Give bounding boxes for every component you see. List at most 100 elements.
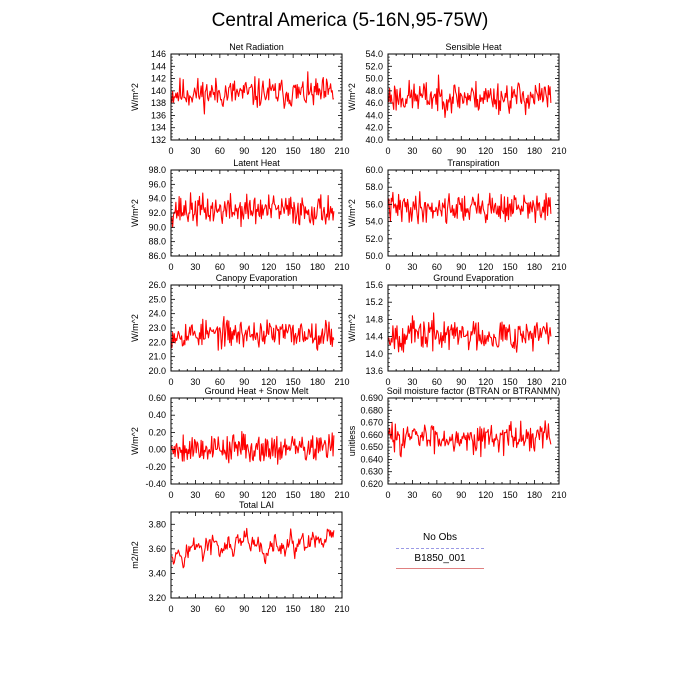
- y-tick-label: 134: [151, 123, 166, 133]
- x-tick-label: 180: [310, 146, 325, 156]
- x-tick-label: 180: [310, 262, 325, 272]
- y-tick-label: 138: [151, 98, 166, 108]
- series-line-total-lai: [171, 527, 335, 569]
- y-tick-label: 50.0: [365, 74, 383, 84]
- y-tick-label: 54.0: [365, 49, 383, 59]
- panel-soil-moisture-factor-btran-or-btranmn: 0 30 60 90 120 150 180 210 0.620 0.630 0.640 0.650 0…: [347, 386, 567, 500]
- panel-transpiration: 0 30 60 90 120 150 180 210 50.0 52.0 54.0 56.0 58.0 6…: [347, 158, 567, 272]
- x-tick-label: 30: [407, 146, 417, 156]
- y-tick-label: 86.0: [148, 251, 166, 261]
- x-tick-label: 150: [286, 146, 301, 156]
- y-tick-label: 144: [151, 61, 166, 71]
- y-tick-label: 13.6: [365, 366, 383, 376]
- x-tick-label: 150: [286, 604, 301, 614]
- panel-title-sensible-heat: Sensible Heat: [445, 42, 502, 52]
- x-tick-label: 30: [407, 490, 417, 500]
- y-tick-label: 48.0: [365, 86, 383, 96]
- series-line-canopy-evaporation: [171, 316, 335, 351]
- x-tick-label: 120: [261, 604, 276, 614]
- y-tick-label: 60.0: [365, 165, 383, 175]
- panel-net-radiation: 0 30 60 90 120 150 180 210 132 134 136 138 140 142 144…: [130, 42, 350, 156]
- x-tick-label: 180: [527, 490, 542, 500]
- y-tick-label: 0.20: [148, 427, 166, 437]
- y-tick-label: 3.60: [148, 544, 166, 554]
- y-tick-label: -0.20: [145, 462, 166, 472]
- x-tick-label: 0: [385, 146, 390, 156]
- x-tick-label: 90: [456, 490, 466, 500]
- x-tick-label: 60: [215, 490, 225, 500]
- y-tick-label: 88.0: [148, 237, 166, 247]
- y-tick-label: 50.0: [365, 251, 383, 261]
- y-tick-label: 92.0: [148, 208, 166, 218]
- figure-title: Central America (5-16N,95-75W): [211, 10, 489, 31]
- x-tick-label: 30: [407, 377, 417, 387]
- y-tick-label: 20.0: [148, 366, 166, 376]
- y-tick-label: 21.0: [148, 352, 166, 362]
- x-tick-label: 0: [168, 604, 173, 614]
- y-tick-label: 0.640: [360, 454, 383, 464]
- x-tick-label: 180: [527, 262, 542, 272]
- panel-ground-heat-snow-melt: 0 30 60 90 120 150 180 210 -0.40 -0.20 0.00 0.20 0.4…: [130, 386, 350, 500]
- y-tick-label: 3.40: [148, 568, 166, 578]
- panel-canopy-evaporation: 0 30 60 90 120 150 180 210 20.0 21.0 22.0 23.0 24.0 2…: [130, 273, 350, 387]
- y-tick-label: 0.630: [360, 467, 383, 477]
- y-tick-label: 44.0: [365, 110, 383, 120]
- y-tick-label: 142: [151, 74, 166, 84]
- y-tick-label: 42.0: [365, 123, 383, 133]
- y-axis-label-sensible-heat: W/m^2: [347, 83, 357, 111]
- x-tick-label: 30: [190, 262, 200, 272]
- x-tick-label: 0: [168, 377, 173, 387]
- x-tick-label: 0: [168, 490, 173, 500]
- x-tick-label: 60: [215, 604, 225, 614]
- x-tick-label: 90: [239, 377, 249, 387]
- x-tick-label: 120: [478, 262, 493, 272]
- x-tick-label: 180: [310, 604, 325, 614]
- y-tick-label: 136: [151, 110, 166, 120]
- y-tick-label: 94.0: [148, 194, 166, 204]
- x-tick-label: 0: [168, 146, 173, 156]
- y-tick-label: 46.0: [365, 98, 383, 108]
- x-tick-label: 120: [261, 377, 276, 387]
- y-tick-label: 132: [151, 135, 166, 145]
- y-axis-label-soil-moisture-factor-btran-or-btranmn: unitless: [347, 425, 357, 456]
- x-tick-label: 90: [456, 377, 466, 387]
- x-tick-label: 150: [286, 262, 301, 272]
- x-tick-label: 210: [334, 146, 349, 156]
- y-tick-label: 24.0: [148, 309, 166, 319]
- y-tick-label: 3.80: [148, 519, 166, 529]
- y-tick-label: 15.6: [365, 280, 383, 290]
- x-tick-label: 210: [551, 262, 566, 272]
- x-tick-label: 90: [456, 262, 466, 272]
- x-tick-label: 120: [261, 490, 276, 500]
- y-tick-label: 56.0: [365, 199, 383, 209]
- plot-frame-transpiration: [387, 169, 560, 257]
- x-tick-label: 210: [551, 146, 566, 156]
- x-tick-label: 150: [286, 377, 301, 387]
- y-tick-label: 52.0: [365, 61, 383, 71]
- panel-total-lai: 0 30 60 90 120 150 180 210 3.20 3.40 3.60 3.80 Total…: [130, 500, 350, 614]
- x-tick-label: 0: [385, 377, 390, 387]
- panel-title-canopy-evaporation: Canopy Evaporation: [216, 273, 298, 283]
- y-tick-label: 23.0: [148, 323, 166, 333]
- x-tick-label: 210: [334, 604, 349, 614]
- y-tick-label: 3.20: [148, 593, 166, 603]
- y-axis-label-canopy-evaporation: W/m^2: [130, 314, 140, 342]
- x-tick-label: 150: [503, 490, 518, 500]
- y-tick-label: 52.0: [365, 234, 383, 244]
- x-tick-label: 180: [310, 377, 325, 387]
- y-tick-label: 0.660: [360, 430, 383, 440]
- y-tick-label: 96.0: [148, 179, 166, 189]
- x-tick-label: 60: [215, 262, 225, 272]
- x-tick-label: 210: [334, 490, 349, 500]
- x-tick-label: 0: [168, 262, 173, 272]
- y-tick-label: 26.0: [148, 280, 166, 290]
- y-tick-label: 0.690: [360, 393, 383, 403]
- x-tick-label: 210: [334, 377, 349, 387]
- x-tick-label: 30: [190, 377, 200, 387]
- series-line-soil-moisture-factor-btran-or-btranmn: [388, 420, 552, 458]
- x-tick-label: 210: [551, 377, 566, 387]
- panel-sensible-heat: 0 30 60 90 120 150 180 210 40.0 42.0 44.0 46.0 48.0 5…: [347, 42, 567, 156]
- y-tick-label: -0.40: [145, 479, 166, 489]
- legend: No Obs B1850_001: [392, 530, 488, 574]
- x-tick-label: 60: [215, 146, 225, 156]
